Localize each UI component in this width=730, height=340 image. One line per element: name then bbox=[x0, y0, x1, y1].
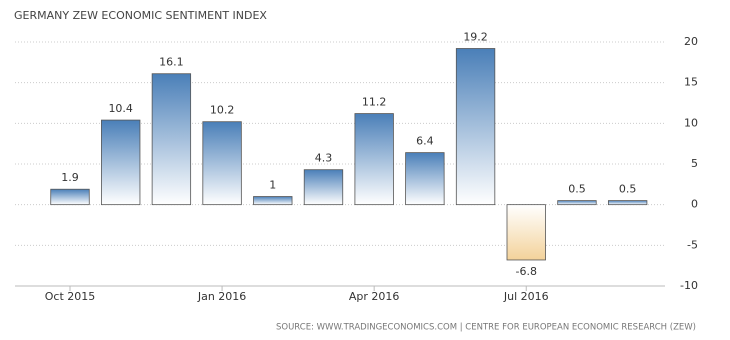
bar bbox=[101, 119, 141, 206]
x-tick-label: Apr 2016 bbox=[349, 290, 400, 303]
bar bbox=[405, 152, 445, 206]
bar bbox=[253, 196, 293, 206]
y-tick-label: 5 bbox=[691, 157, 698, 170]
value-label: 1.9 bbox=[61, 171, 79, 184]
y-tick-label: -5 bbox=[687, 238, 698, 251]
value-label: 19.2 bbox=[463, 31, 488, 44]
value-label: 11.2 bbox=[362, 96, 387, 109]
y-tick-label: 10 bbox=[684, 116, 698, 129]
value-label: 1 bbox=[269, 179, 276, 192]
bar bbox=[151, 73, 192, 206]
y-tick-label: 15 bbox=[684, 76, 698, 89]
bar bbox=[506, 204, 546, 261]
y-tick-label: 20 bbox=[684, 35, 698, 48]
bar bbox=[455, 48, 496, 206]
bar bbox=[50, 188, 90, 206]
bar bbox=[354, 113, 394, 206]
x-tick-label: Oct 2015 bbox=[45, 290, 96, 303]
value-label: 4.3 bbox=[315, 152, 333, 165]
y-tick-label: -10 bbox=[680, 279, 698, 292]
value-label: 16.1 bbox=[159, 56, 184, 69]
bar bbox=[557, 200, 597, 206]
value-label: 10.4 bbox=[108, 102, 133, 115]
value-label: 10.2 bbox=[210, 104, 235, 117]
value-label: 0.5 bbox=[619, 183, 637, 196]
bar bbox=[202, 121, 242, 206]
y-tick-label: 0 bbox=[691, 198, 698, 211]
value-label: 0.5 bbox=[568, 183, 586, 196]
value-label: -6.8 bbox=[516, 265, 537, 278]
x-tick-label: Jan 2016 bbox=[197, 290, 246, 303]
value-label: 6.4 bbox=[416, 135, 434, 148]
source: SOURCE: WWW.TRADINGECONOMICS.COM | CENTR… bbox=[276, 323, 696, 333]
bar bbox=[607, 200, 648, 206]
chart-title: GERMANY ZEW ECONOMIC SENTIMENT INDEX bbox=[14, 9, 267, 22]
bar bbox=[303, 169, 344, 206]
x-tick-label: Jul 2016 bbox=[503, 290, 549, 303]
